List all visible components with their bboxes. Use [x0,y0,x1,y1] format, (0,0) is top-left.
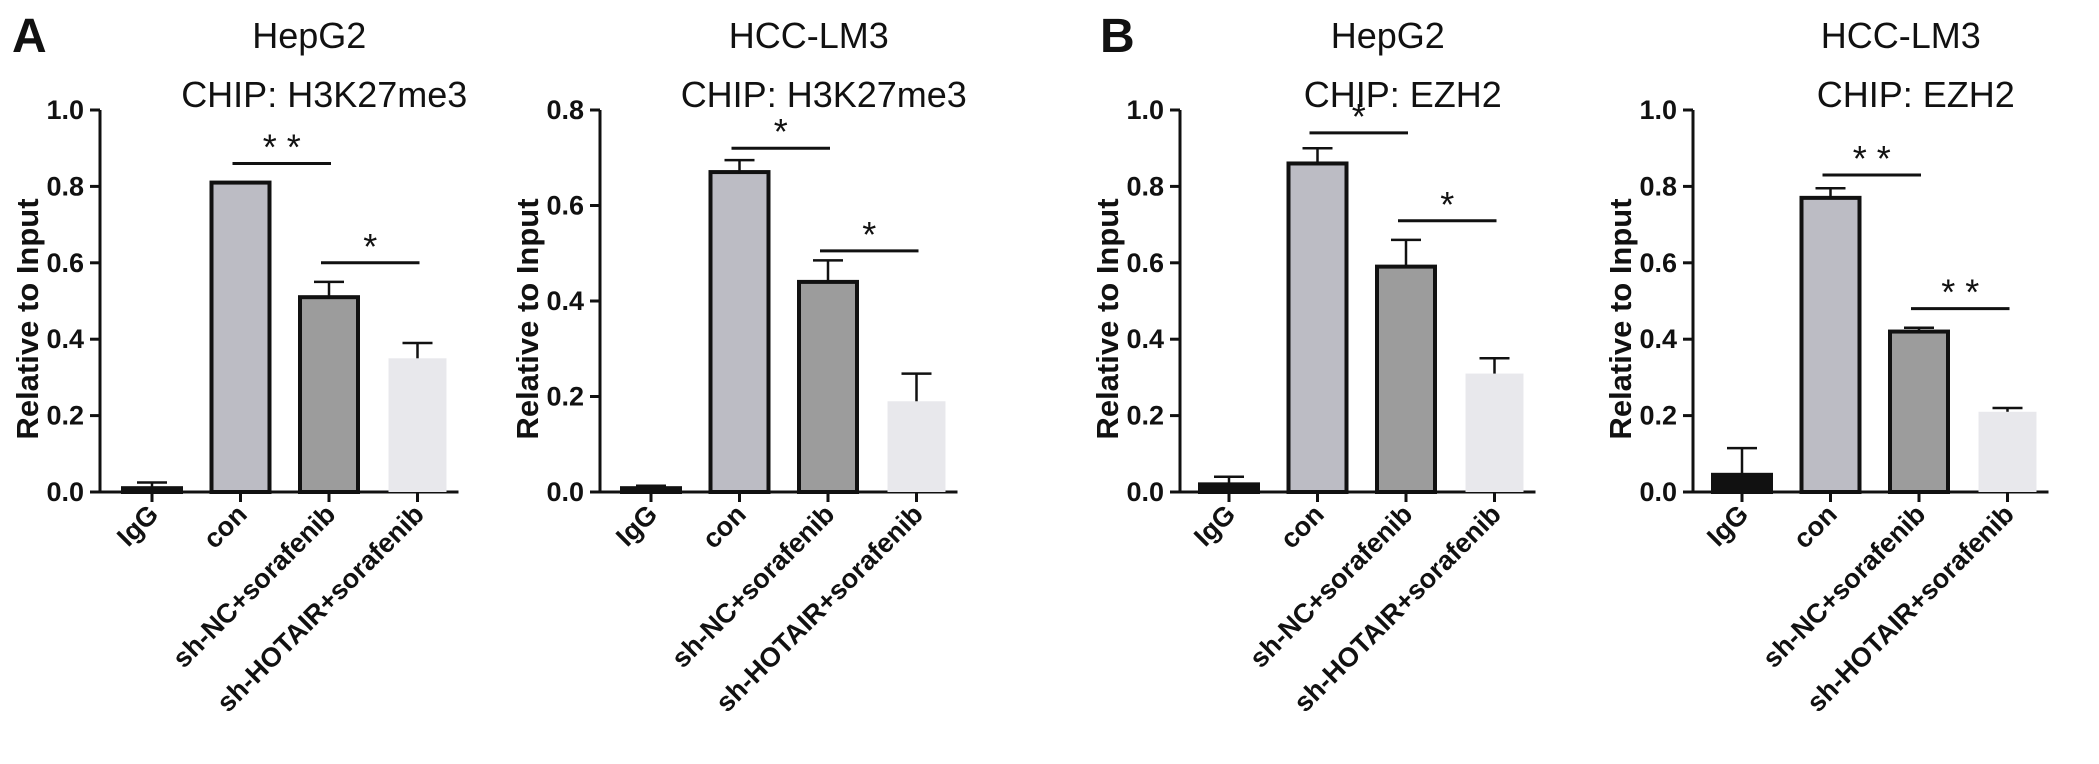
x-tick-label: IgG [1188,499,1241,552]
chart-4: HCC-LM3 CHIP: EZH2 Relative to Input 0.0 0.2… [1603,15,2049,718]
bar [1799,195,1862,495]
panel-label-b: B [1100,10,1135,63]
bar [708,170,771,494]
chart-subtitle: CHIP: EZH2 [1817,74,2015,115]
y-tick-label: 0.0 [1639,477,1677,507]
bar [1375,264,1437,494]
x-tick-label: IgG [1701,499,1754,552]
significance-label: * * [1853,138,1891,179]
y-tick-label: 1.0 [1126,95,1164,125]
bar [620,486,682,494]
y-tick-label: 0.2 [1639,401,1677,431]
significance-label: * * [263,126,301,167]
significance-label: * [774,111,788,152]
y-tick-label: 1.0 [1639,95,1677,125]
x-tick-label: IgG [111,499,164,552]
y-axis-label: Relative to Input [1090,198,1125,439]
bar [1711,472,1773,494]
bar [209,180,272,495]
chart-grid: HepG2 CHIP: H3K27me3 Relative to Input 0.0 0… [10,15,2049,718]
x-tick-label: con [198,499,253,554]
y-tick-label: 0.4 [546,286,584,316]
significance-label: * [1352,96,1366,137]
bar [121,486,183,494]
x-tick-label: sh-NC+sorafenib [666,499,841,674]
y-tick-label: 0.4 [46,324,84,354]
chart-title: HepG2 [1331,15,1445,56]
bar [1198,482,1260,494]
y-tick-label: 0.6 [1126,248,1164,278]
bar [1888,329,1950,494]
y-tick-label: 0.0 [546,477,584,507]
y-axis-label: Relative to Input [510,198,545,439]
y-tick-label: 0.0 [46,477,84,507]
chart-title: HCC-LM3 [729,15,889,56]
y-tick-label: 0.8 [1126,171,1164,201]
x-tick-label: con [1788,499,1843,554]
y-tick-label: 0.6 [46,248,84,278]
y-tick-label: 0.2 [546,382,584,412]
chart-subtitle: CHIP: EZH2 [1304,74,1502,115]
y-tick-label: 0.6 [546,191,584,221]
bar [388,358,447,492]
chart-3: HepG2 CHIP: EZH2 Relative to Input 0.0 0.2 0.… [1090,15,1536,718]
x-tick-label: con [1275,499,1330,554]
y-tick-label: 0.4 [1639,324,1677,354]
bar [1978,411,2037,492]
y-tick-label: 0.2 [46,401,84,431]
bar [1465,373,1524,492]
y-tick-label: 0.8 [1639,171,1677,201]
chart-subtitle: CHIP: H3K27me3 [681,74,967,115]
chart-title: HepG2 [252,15,366,56]
x-tick-label: sh-NC+sorafenib [167,499,342,674]
x-tick-label: sh-NC+sorafenib [1244,499,1419,674]
chart-1: HepG2 CHIP: H3K27me3 Relative to Input 0.0 0… [10,15,467,718]
bar [797,279,859,494]
y-tick-label: 0.8 [46,171,84,201]
bar [887,401,946,492]
y-axis-label: Relative to Input [10,198,45,439]
y-tick-label: 1.0 [46,95,84,125]
panel-label-a: A [12,10,47,63]
x-tick-label: con [697,499,752,554]
significance-label: * [862,214,876,255]
bar [1286,161,1349,494]
y-axis-label: Relative to Input [1603,198,1638,439]
significance-label: * [1440,184,1454,225]
y-tick-label: 0.2 [1126,401,1164,431]
chart-title: HCC-LM3 [1821,15,1981,56]
y-tick-label: 0.4 [1126,324,1164,354]
x-tick-label: sh-NC+sorafenib [1757,499,1932,674]
y-tick-label: 0.0 [1126,477,1164,507]
significance-label: * [363,226,377,267]
chart-subtitle: CHIP: H3K27me3 [181,74,467,115]
significance-label: * * [1941,272,1979,313]
x-tick-label: IgG [610,499,663,552]
y-tick-label: 0.6 [1639,248,1677,278]
bar [298,295,360,494]
y-tick-label: 0.8 [546,95,584,125]
